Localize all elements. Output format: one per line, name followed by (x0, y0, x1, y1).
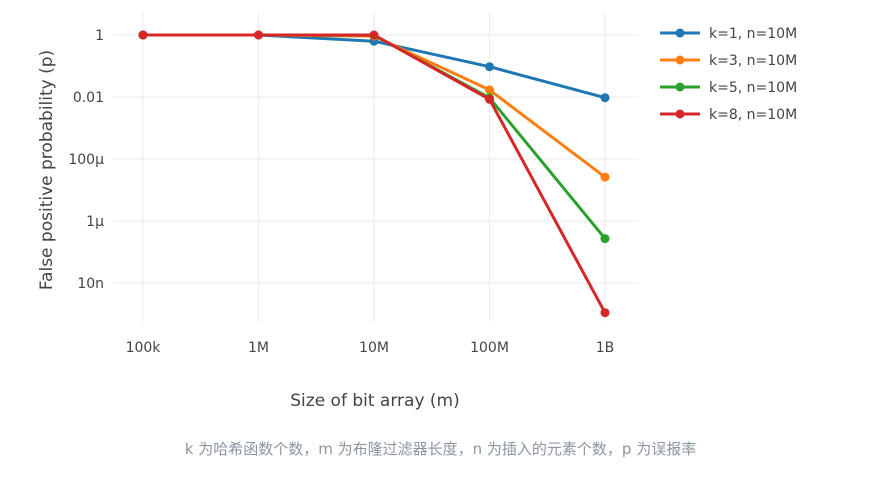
series-lines (138, 30, 610, 318)
data-point (600, 234, 610, 244)
data-point (600, 172, 610, 182)
data-point (485, 85, 494, 95)
legend-label: k=8, n=10M (709, 107, 797, 123)
data-point (138, 30, 148, 40)
grid (113, 12, 638, 322)
data-point (485, 94, 494, 104)
x-axis-ticks: 100k 1M 10M 100M 1B (126, 340, 615, 356)
data-point (600, 93, 610, 103)
legend-swatch-marker (675, 55, 685, 65)
x-tick-label: 1B (596, 340, 615, 356)
x-tick-label: 10M (359, 340, 389, 356)
legend-swatch-marker (675, 109, 685, 119)
legend-swatch-marker (675, 82, 685, 92)
x-tick-label: 100M (470, 340, 509, 356)
y-tick-label: 10n (77, 276, 104, 292)
figure-caption: k 为哈希函数个数，m 为布隆过滤器长度，n 为插入的元素个数，p 为误报率 (184, 440, 697, 458)
x-axis-title: Size of bit array (m) (290, 391, 459, 411)
data-point (485, 62, 494, 72)
y-tick-label: 0.01 (73, 90, 104, 106)
data-point (600, 308, 610, 318)
legend-swatch-marker (675, 28, 685, 38)
legend-label: k=3, n=10M (709, 53, 797, 69)
legend-label: k=1, n=10M (709, 26, 797, 42)
y-tick-label: 100μ (68, 152, 104, 168)
y-axis-ticks: 1 0.01 100μ 1μ 10n (68, 28, 104, 292)
y-tick-label: 1μ (86, 214, 104, 230)
legend: k=1, n=10M k=3, n=10M k=5, n=10M k=8, n=10M (660, 26, 797, 123)
y-axis-title: False positive probability (p) (37, 50, 57, 290)
data-point (254, 30, 263, 40)
x-tick-label: 1M (248, 340, 269, 356)
chart: 1 0.01 100μ 1μ 10n 100k 1M 10M 100M 1B k=1, n=10… (37, 12, 797, 411)
x-tick-label: 100k (126, 340, 162, 356)
data-point (369, 30, 379, 40)
legend-label: k=5, n=10M (709, 80, 797, 96)
y-tick-label: 1 (95, 28, 104, 44)
